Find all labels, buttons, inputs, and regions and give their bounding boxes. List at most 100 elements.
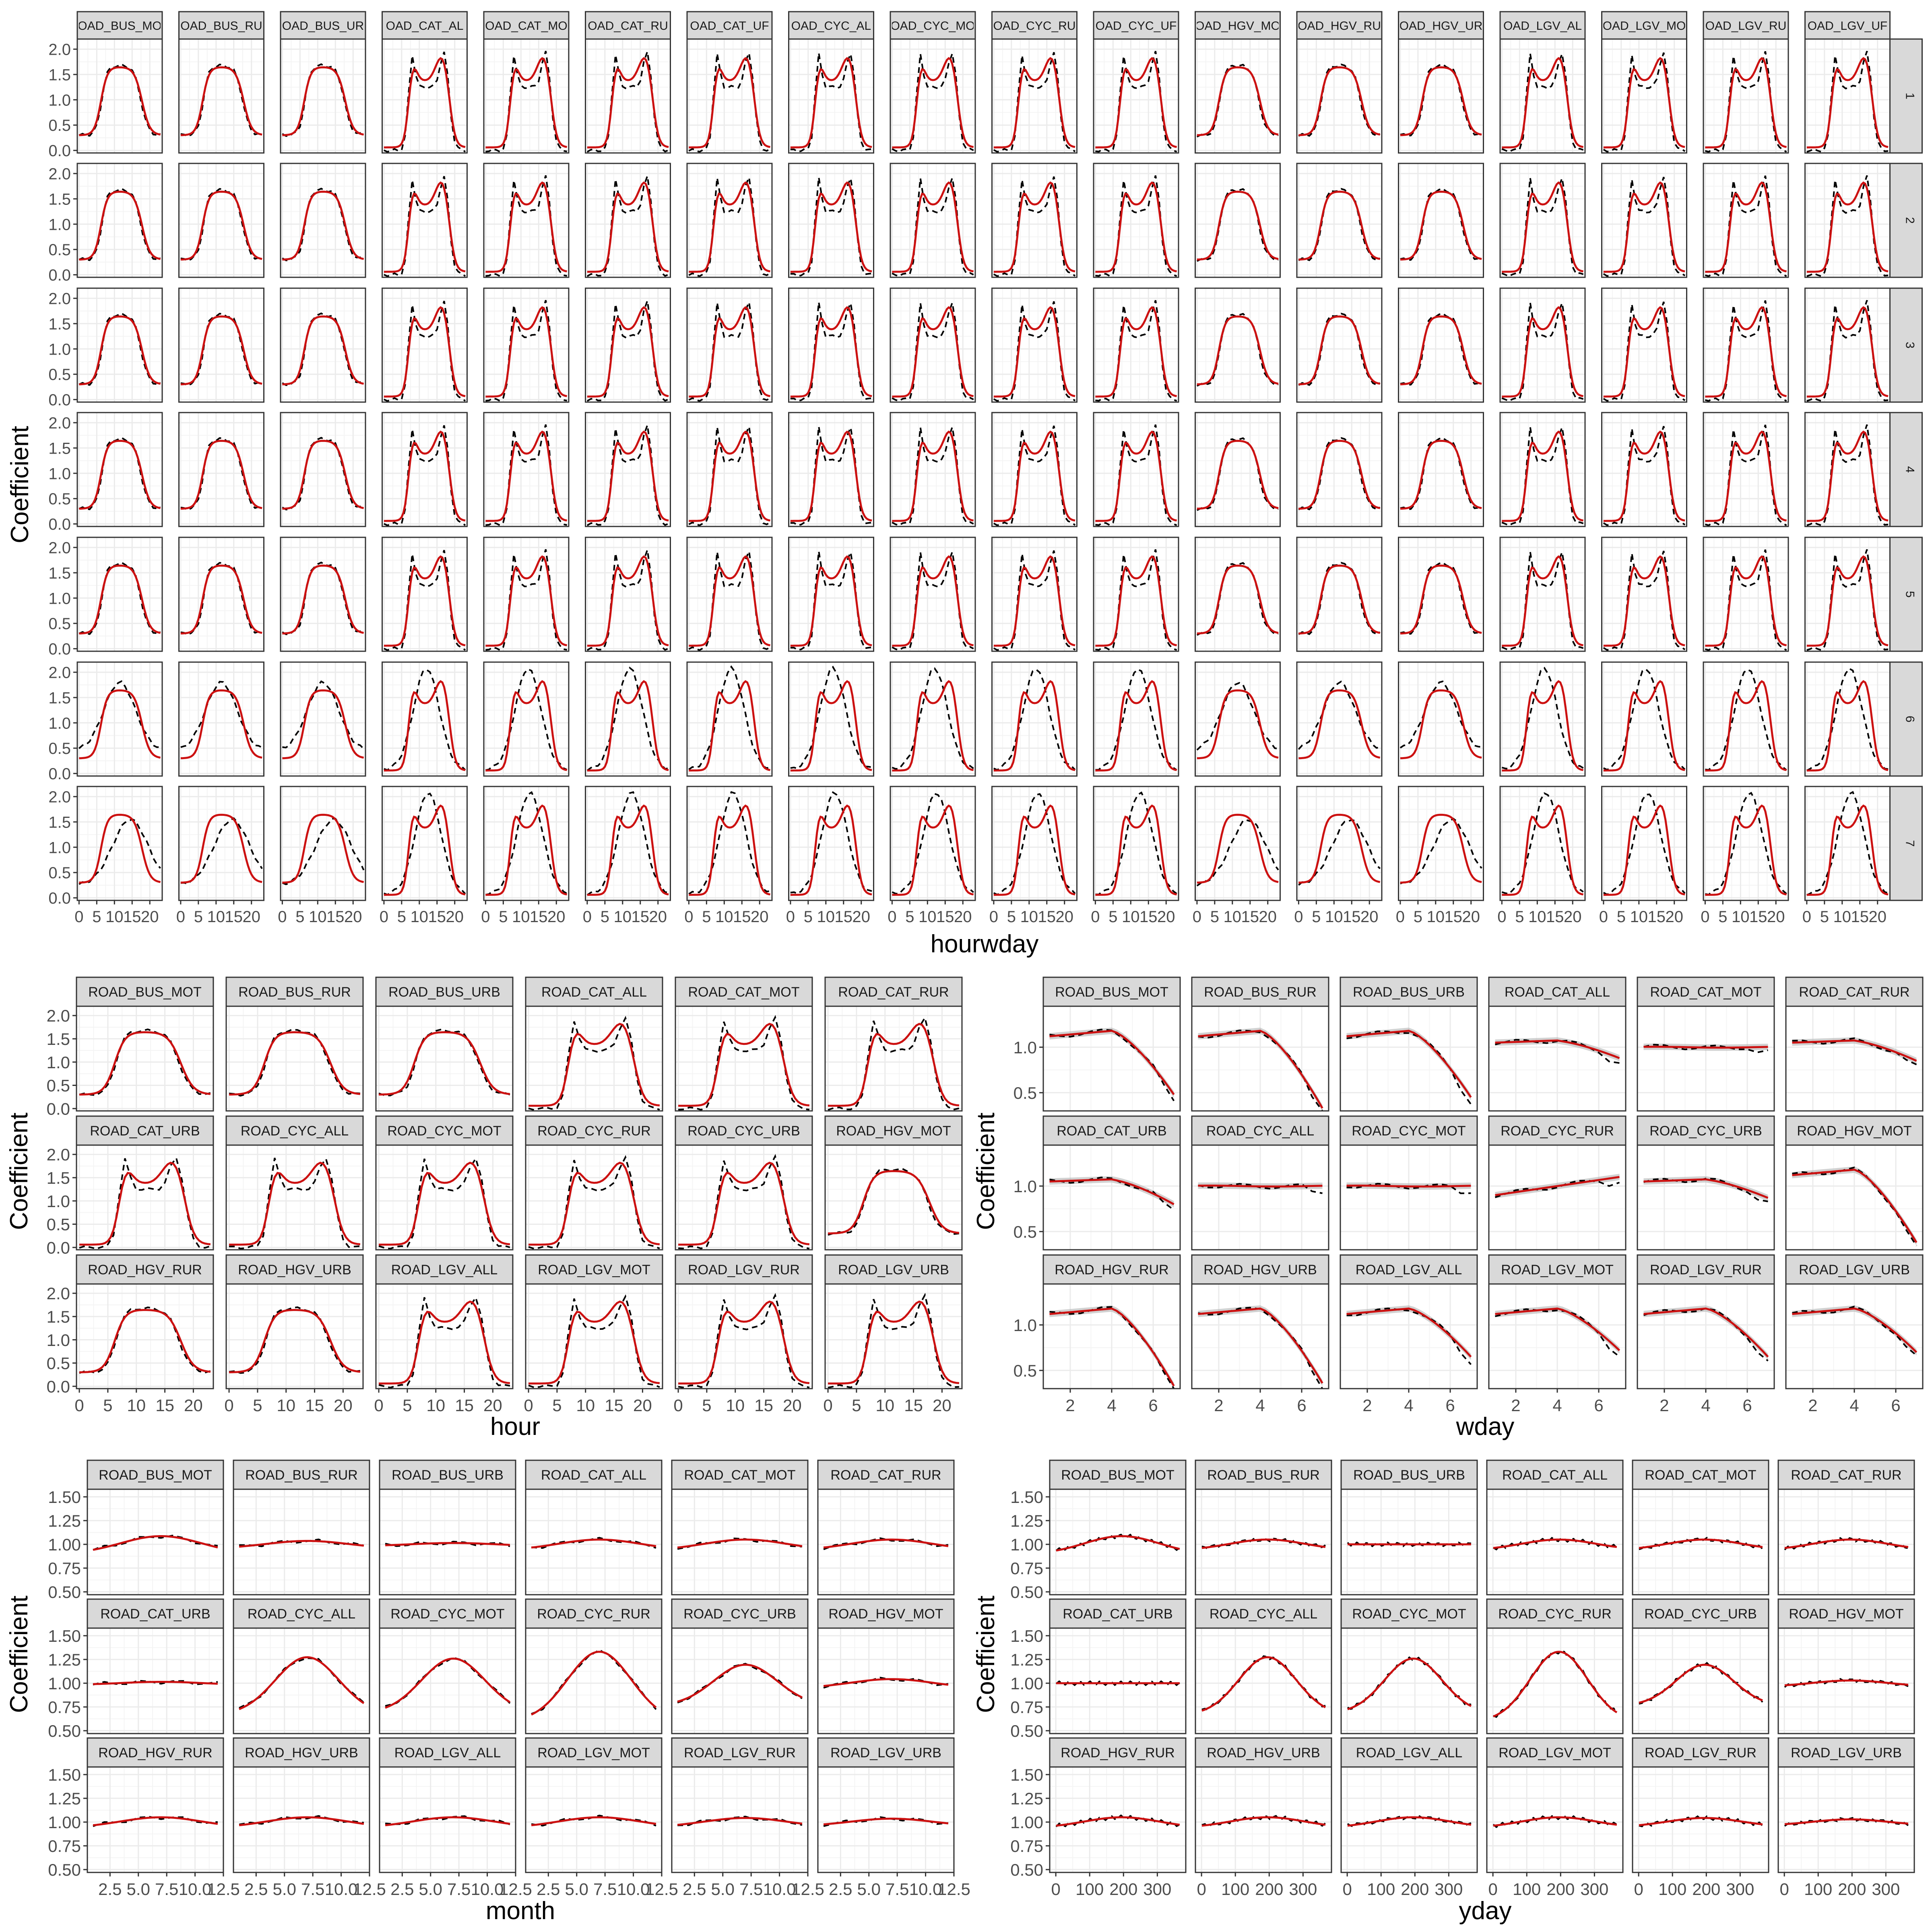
y-tick-label: 2.0 [48, 290, 71, 308]
hourwday-panel-r7-road_bus_rur: 0 5 10 15 20 [176, 786, 264, 926]
fitted-series-line [1806, 181, 1889, 273]
hourwday-panel-r2-road_lgv_mot [1601, 163, 1687, 278]
panel-border [788, 537, 874, 652]
fitted-series-line [1095, 306, 1177, 398]
panel-background [484, 288, 569, 402]
hourwday-panel-r4-road_cat_rur [585, 412, 671, 527]
panel-border [280, 537, 366, 652]
fitted-series-line [678, 1023, 810, 1107]
hourwday-panel-r7-road_lgv_rur: 0 5 10 15 20 [1701, 786, 1789, 926]
panel-background [526, 1284, 663, 1389]
x-tick-label: 5 [1414, 908, 1422, 926]
x-tick-label: 4 [1107, 1396, 1116, 1415]
y-tick-label: 0.75 [1010, 1698, 1043, 1717]
x-tick-label: 6 [1445, 1396, 1455, 1415]
panel-background [992, 786, 1077, 900]
y-tick-label: 1.00 [48, 1535, 81, 1554]
fitted-series-line [79, 1309, 211, 1373]
hourwday-panel-r5-road_lgv_mot [1601, 537, 1687, 652]
month-panel-road_hgv_mot: ROAD_HGV_MOT [817, 1598, 955, 1734]
fitted-series-line [1493, 1538, 1617, 1549]
fitted-series-line [1056, 1535, 1180, 1552]
hourwday-panel-r5-road_hgv_urb [1398, 537, 1484, 652]
x-tick-label: 20 [1360, 908, 1379, 926]
observed-series-line [790, 300, 872, 402]
observed-series-line [1603, 668, 1686, 771]
y-tick-label: 0.0 [47, 1238, 70, 1257]
panel-background [281, 288, 365, 402]
x-tick-label: 10 [1224, 908, 1242, 926]
x-tick-label: 5 [1312, 908, 1321, 926]
observed-series-line [1198, 1029, 1323, 1112]
panel-background [526, 1489, 662, 1595]
x-tick-label: 0 [1197, 1880, 1206, 1899]
y-tick-label: 1.00 [48, 1674, 81, 1693]
panel-background [687, 413, 772, 526]
hourwday-panel-r1-road_hgv_mot: OAD_HGV_MO [1195, 11, 1281, 154]
fitted-series-line [485, 181, 568, 273]
facet-strip-label: ROAD_CYC_ALL [241, 1123, 349, 1139]
fitted-series-line [1603, 430, 1685, 522]
y-tick-label: 1.5 [47, 1030, 70, 1049]
fitted-series-line [1095, 181, 1177, 273]
hourwday-panel-r6-road_cat_rur [585, 661, 671, 777]
fitted-series-line [892, 181, 974, 273]
hourwday-panel-r2-road_cat_rur [585, 163, 671, 278]
panel-background [179, 537, 264, 651]
x-tick-label: 2.5 [390, 1880, 414, 1899]
observed-series-line [485, 300, 567, 402]
panel-border [178, 537, 264, 652]
observed-series-line [485, 549, 567, 651]
panel-border [178, 412, 264, 527]
hourwday-panel-r3-road_hgv_urb [1398, 287, 1484, 403]
panel-background [687, 537, 772, 651]
fitted-series-line [1198, 1307, 1323, 1384]
x-tick-label: 5 [702, 908, 711, 926]
month-panel-road_cat_urb: ROAD_CAT_URB 0.50 0.75 1.00 1.25 1.50 [48, 1598, 224, 1740]
panel-background [1341, 1489, 1477, 1595]
x-tick-label: 5 [92, 908, 101, 926]
observed-series-line [282, 680, 365, 749]
facet-strip-label: ROAD_CYC_URB [687, 1123, 800, 1139]
hourwday-panel-r3-road_cyc_urb [1093, 287, 1179, 403]
facet-strip-label: ROAD_HGV_RUR [88, 1262, 202, 1278]
fitted-series-line [1502, 430, 1584, 522]
fitted-series-line [485, 306, 568, 398]
facet-row-strip [1889, 786, 1923, 901]
panel-border [483, 661, 570, 777]
fitted-series-line [1643, 1046, 1768, 1049]
fitted-series-line [1056, 1816, 1180, 1827]
x-tick-label: 5 [402, 1396, 412, 1415]
panel-background [585, 413, 671, 526]
fitted-series-line [689, 181, 771, 273]
hourwday-panel-r7-road_cyc_urb: 0 5 10 15 20 [1091, 786, 1179, 926]
x-tick-label: 4 [1701, 1396, 1710, 1415]
panel-background [788, 786, 874, 900]
panel-border [1296, 412, 1383, 527]
observed-series-line [892, 667, 974, 770]
x-tick-label: 4 [1849, 1396, 1859, 1415]
panel-border [1296, 537, 1383, 652]
panel-background [675, 1145, 812, 1250]
x-tick-label: 20 [141, 908, 159, 926]
observed-series-line [485, 51, 567, 153]
x-tick-label: 0 [1193, 908, 1201, 926]
wday-panel-road_cat_rur: ROAD_CAT_RUR [1785, 976, 1924, 1112]
facet-strip-label: ROAD_CYC_MOT [1352, 1123, 1466, 1139]
hourwday-panel-r2-road_hgv_urb [1398, 163, 1484, 278]
panel-border [76, 786, 163, 901]
fitted-series-line [379, 1031, 510, 1096]
fitted-series-line [828, 1170, 960, 1234]
x-tick-label: 2.5 [98, 1880, 122, 1899]
observed-series-line [1095, 549, 1177, 651]
fitted-series-line [1049, 1178, 1174, 1205]
fitted-series-line [1197, 689, 1279, 760]
observed-series-line [678, 1015, 810, 1111]
y-tick-label: 1.0 [47, 1331, 70, 1350]
x-tick-label: 10 [875, 1396, 894, 1415]
facet-row-strip [1889, 537, 1923, 652]
observed-series-line [1501, 300, 1584, 402]
panel-background [585, 39, 671, 153]
fitted-series-line [892, 306, 974, 398]
facet-strip-label: ROAD_CAT_URB [90, 1123, 200, 1139]
